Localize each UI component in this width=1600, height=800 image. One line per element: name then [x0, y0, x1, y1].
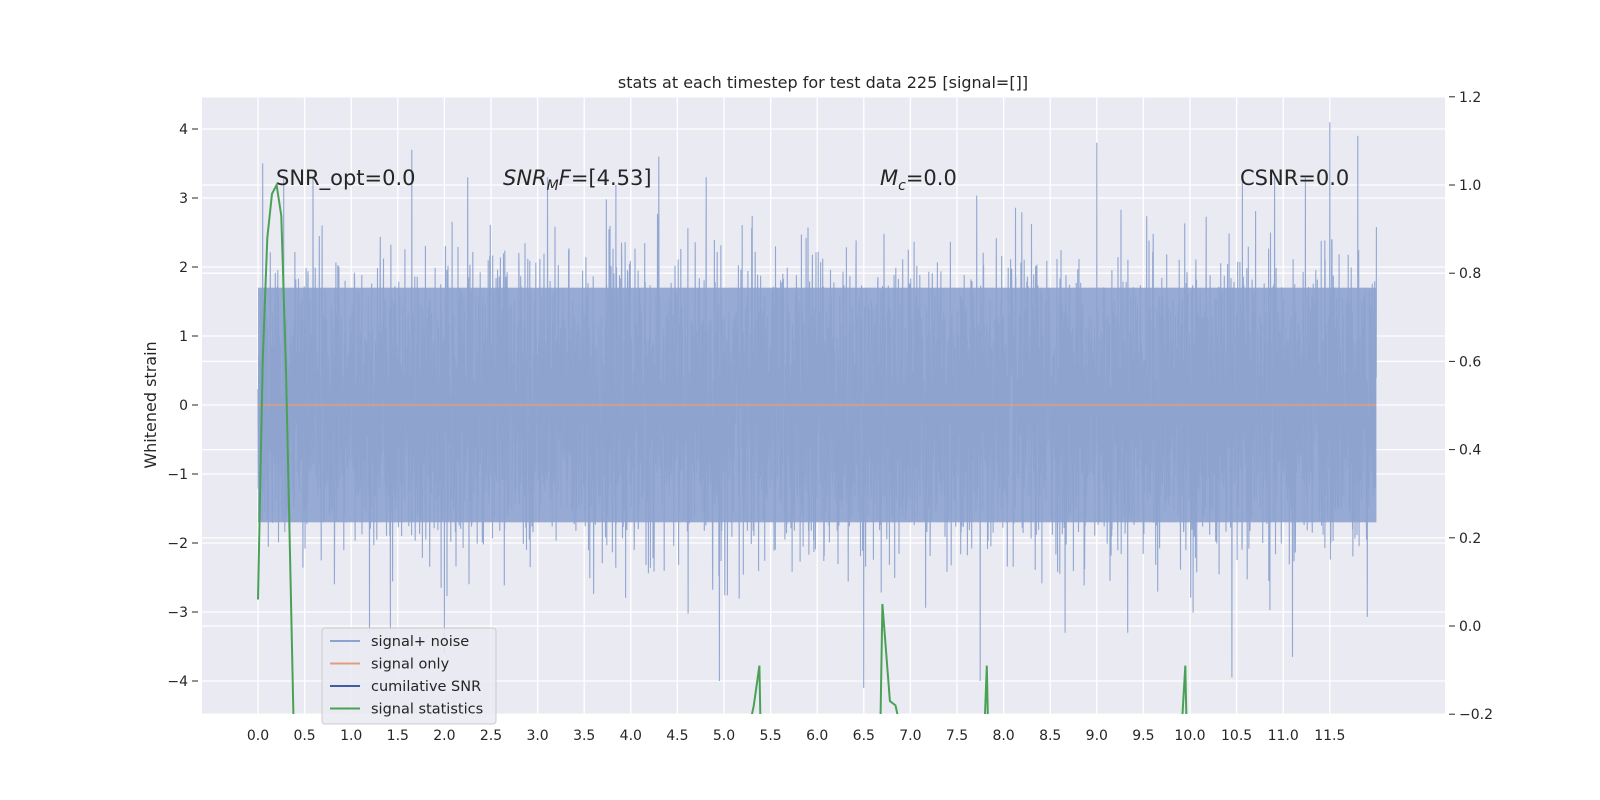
x-tick-label: 3.5 — [573, 728, 595, 744]
annotation-part: =[4.53] — [571, 166, 652, 190]
y2-tick-label: 1.2 — [1459, 90, 1481, 106]
x-tick-label: 5.5 — [759, 728, 781, 744]
x-tick-label: 6.0 — [806, 728, 828, 744]
y-axis-label: Whitened strain — [141, 341, 160, 468]
x-tick-label: 6.5 — [853, 728, 875, 744]
x-tick-label: 7.5 — [946, 728, 968, 744]
x-tick-label: 0.5 — [293, 728, 315, 744]
y-tick-label: −2 — [167, 536, 188, 552]
series-signal-statistics — [751, 665, 762, 714]
x-tick-label: 9.0 — [1086, 728, 1108, 744]
y-tick-label: 0 — [179, 398, 188, 414]
y-tick-label: −4 — [167, 674, 188, 690]
y-tick-label: −3 — [167, 605, 188, 621]
x-tick-label: 9.5 — [1132, 728, 1154, 744]
x-tick-label: 4.5 — [666, 728, 688, 744]
annotation-part: M — [880, 166, 898, 190]
plot-area — [257, 122, 1377, 714]
y2-tick-label: 0.4 — [1459, 443, 1481, 459]
x-tick-label: 0.0 — [247, 728, 269, 744]
y-tick-label: −1 — [167, 467, 188, 483]
legend-box — [321, 627, 497, 725]
legend: signal+ noise signal only cumilative SNR si… — [321, 627, 497, 725]
legend-label: signal+ noise — [371, 634, 469, 650]
legend-label: signal statistics — [371, 702, 483, 718]
x-tick-label: 10.5 — [1221, 728, 1252, 744]
x-tick-label: 3.0 — [526, 728, 548, 744]
series-signal-noise — [257, 122, 1377, 688]
x-tick-label: 4.0 — [620, 728, 642, 744]
annotation-part: F — [559, 166, 572, 190]
legend-label: signal only — [371, 657, 450, 673]
x-tick-label: 10.0 — [1174, 728, 1205, 744]
x-tick-label: 2.5 — [480, 728, 502, 744]
y2-tick-label: 0.0 — [1459, 619, 1481, 635]
annotation-2: Mc=0.0 — [880, 166, 957, 194]
series-signal-statistics — [1181, 665, 1188, 714]
annotation-0: SNR_opt=0.0 — [276, 166, 416, 191]
x-tick-label: 1.0 — [340, 728, 362, 744]
annotation-part: SNR — [503, 166, 547, 190]
annotation-part: =0.0 — [906, 166, 957, 190]
y2-tick-label: 0.2 — [1459, 531, 1481, 547]
x-tick-label: 11.5 — [1314, 728, 1345, 744]
annotation-part: M — [547, 178, 559, 194]
x-tick-label: 8.5 — [1039, 728, 1061, 744]
legend-label: cumilative SNR — [371, 679, 481, 695]
y-tick-label: 3 — [179, 191, 188, 207]
x-tick-label: 11.0 — [1268, 728, 1299, 744]
annotation-3: CSNR=0.0 — [1240, 166, 1349, 190]
x-tick-label: 1.5 — [387, 728, 409, 744]
y2-tick-label: 0.6 — [1459, 354, 1481, 370]
y-tick-label: 2 — [179, 260, 188, 276]
y2-tick-label: 0.8 — [1459, 266, 1481, 282]
x-tick-label: 8.0 — [992, 728, 1014, 744]
series-signal-statistics — [984, 665, 989, 714]
chart-title: stats at each timestep for test data 225… — [618, 73, 1028, 92]
x-tick-label: 5.0 — [713, 728, 735, 744]
x-tick-label: 2.0 — [433, 728, 455, 744]
y2-tick-label: 1.0 — [1459, 178, 1481, 194]
axes: 0.0 0.5 1.0 1.5 2.0 2.5 3.0 3.5 4.0 4.5 5.0 5.5 6.0 6… — [167, 90, 1493, 744]
series-signal-statistics — [257, 181, 295, 714]
series-signal-statistics — [879, 603, 899, 714]
annotation-part: c — [898, 178, 906, 194]
annotations: SNR_opt=0.0 SNRMF=[4.53] Mc=0.0 CSNR=0.0 — [276, 166, 1349, 194]
y2-tick-label: −0.2 — [1459, 707, 1493, 723]
annotation-1: SNRMF=[4.53] — [503, 166, 652, 194]
x-tick-label: 7.0 — [899, 728, 921, 744]
y-tick-label: 1 — [179, 329, 188, 345]
y-tick-label: 4 — [179, 122, 188, 138]
